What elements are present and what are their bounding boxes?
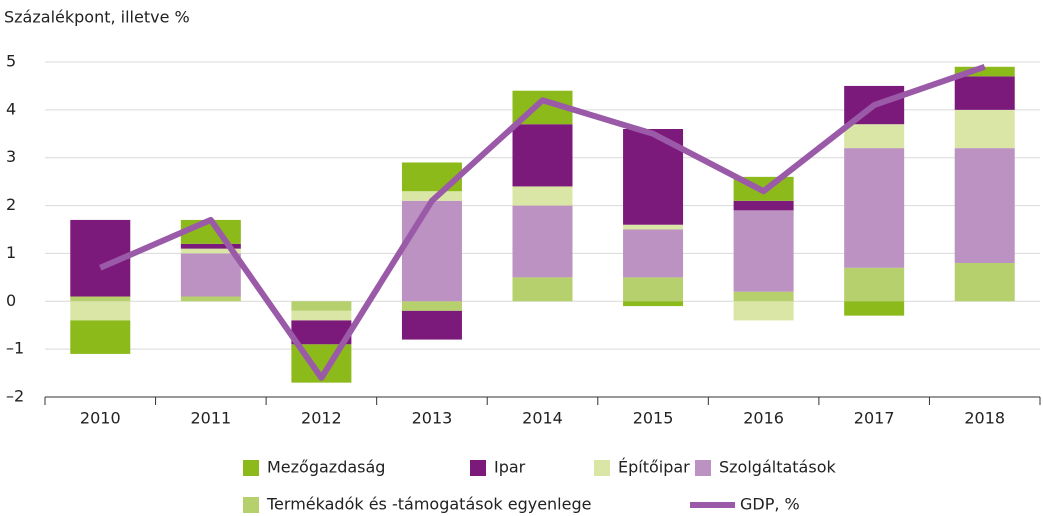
bar-segment [954, 263, 1015, 302]
bar-segment [512, 186, 573, 206]
bar-segment [512, 205, 573, 278]
bar-segment [180, 248, 241, 254]
bar-segment [733, 210, 794, 292]
bar-segment [954, 148, 1015, 263]
y-tick-label: 0 [6, 291, 16, 310]
legend-swatch [470, 460, 486, 476]
bar-segment [180, 243, 241, 249]
legend-label: Szolgáltatások [719, 458, 836, 477]
x-tick-label: 2010 [80, 409, 121, 428]
bar-segment [733, 200, 794, 211]
bar-segment [70, 320, 131, 354]
x-tick-label: 2016 [743, 409, 784, 428]
bar-segment [401, 310, 462, 340]
bar-segment [844, 124, 905, 149]
bar-segment [623, 224, 684, 230]
legend-swatch [695, 460, 711, 476]
bar-segment [733, 301, 794, 321]
bar-segment [180, 296, 241, 302]
y-tick-label: –1 [6, 339, 24, 358]
bar-segment [623, 229, 684, 278]
y-axis-label: Százalékpont, illetve % [4, 8, 190, 27]
bar-segment [70, 296, 131, 302]
bar-segment [401, 162, 462, 192]
bar-segment [401, 301, 462, 311]
bar-segment [954, 76, 1015, 110]
bar-segment [512, 277, 573, 302]
y-tick-label: 2 [6, 195, 16, 214]
bar-segment [291, 301, 352, 311]
x-tick-label: 2012 [301, 409, 342, 428]
legend-label: Termékadók és -támogatások egyenlege [266, 495, 591, 514]
y-tick-label: 1 [6, 243, 16, 262]
bar-segment [844, 267, 905, 302]
x-tick-label: 2013 [412, 409, 453, 428]
bar-segment [954, 109, 1015, 149]
legend-swatch [243, 460, 259, 476]
legend-swatch [243, 497, 259, 513]
gdp-line [99, 63, 986, 381]
bar-segment [291, 320, 352, 345]
x-tick-label: 2011 [190, 409, 231, 428]
legend-label: GDP, % [740, 495, 800, 514]
legend-label: Építőipar [618, 458, 690, 477]
y-tick-label: –2 [6, 387, 24, 406]
bar-segment [291, 310, 352, 321]
bar-segment [844, 148, 905, 268]
bar-segment [623, 277, 684, 302]
legend-swatch [594, 460, 610, 476]
x-tick-label: 2018 [964, 409, 1005, 428]
bar-segment [844, 301, 905, 316]
legend-label: Mezőgazdaság [267, 458, 385, 477]
x-tick-label: 2014 [522, 409, 563, 428]
x-tick-label: 2017 [854, 409, 895, 428]
x-tick-label: 2015 [633, 409, 674, 428]
bar-segment [70, 301, 131, 321]
bar-segment [401, 200, 462, 302]
y-tick-label: 3 [6, 147, 16, 166]
bar-segment [401, 191, 462, 201]
bar-segment [733, 291, 794, 302]
bar-segment [954, 66, 1015, 77]
y-tick-label: 4 [6, 99, 16, 118]
bar-segment [623, 301, 684, 307]
bar-segment [512, 124, 573, 187]
y-tick-label: 5 [6, 52, 16, 71]
legend-label: Ipar [494, 458, 526, 477]
bar-segment [180, 253, 241, 297]
